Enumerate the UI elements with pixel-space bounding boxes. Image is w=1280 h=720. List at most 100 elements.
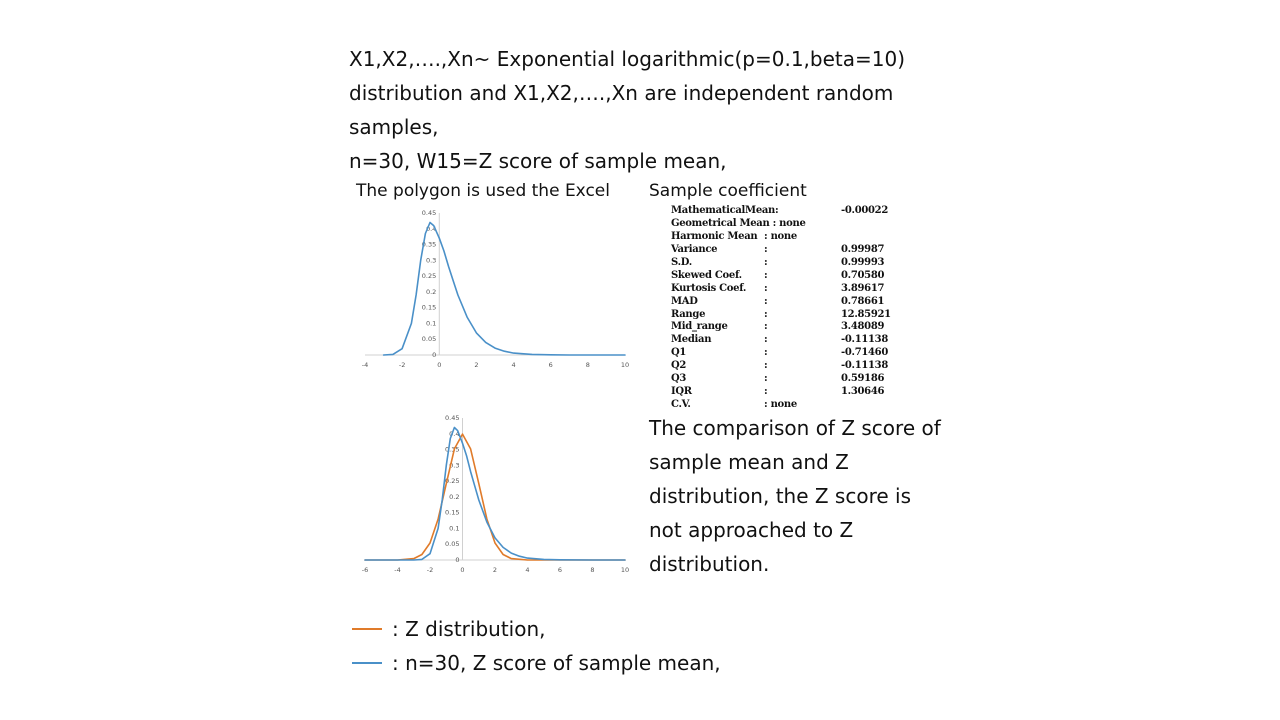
y-tick-label: 0.2 <box>449 493 459 501</box>
y-tick-label: 0.1 <box>426 319 436 327</box>
stat-value: 0.70580 <box>841 269 885 281</box>
stat-separator: : <box>764 360 768 372</box>
stat-separator: : <box>764 256 768 268</box>
stat-value: -0.71460 <box>841 347 888 359</box>
stat-separator: : <box>764 282 768 294</box>
y-tick-label: 0.05 <box>422 335 436 343</box>
x-tick-label: 4 <box>512 361 516 369</box>
x-tick-label: 8 <box>586 361 590 369</box>
stat-value: -0.11138 <box>841 334 888 346</box>
y-tick-label: 0.45 <box>445 414 459 422</box>
x-tick-label: -4 <box>394 566 400 574</box>
stat-value: 0.78661 <box>841 295 885 307</box>
chart-comparison: -6 -4 -2 0 2 4 6 8 10 0 0.05 0.1 0.15 0.2 0.25 0.3 0.35 0… <box>362 414 629 574</box>
stat-value: -0.00022 <box>841 205 888 216</box>
x-tick-label: -4 <box>362 361 368 369</box>
legend-label: : n=30, Z score of sample mean, <box>392 651 721 675</box>
y-tick-label: 0.25 <box>445 477 459 485</box>
x-tick-label: 10 <box>621 566 629 574</box>
y-tick-label: 0.3 <box>426 256 436 264</box>
x-tick-label: 2 <box>493 566 497 574</box>
stat-separator: : <box>764 243 768 255</box>
stat-value: 12.85921 <box>841 308 891 320</box>
comparison-line: sample mean and Z <box>649 450 849 474</box>
chart1-caption: The polygon is used the Excel <box>356 181 610 201</box>
stat-label: Harmonic Mean <box>671 230 758 242</box>
legend-line-orange <box>352 628 382 630</box>
stat-separator: : <box>764 347 768 359</box>
y-tick-label: 0.2 <box>426 288 436 296</box>
x-tick-label: 8 <box>590 566 594 574</box>
legend-item-z-score: : n=30, Z score of sample mean, <box>352 646 721 680</box>
x-tick-label: 4 <box>525 566 529 574</box>
comparison-text: The comparison of Z score of sample mean… <box>649 411 941 581</box>
stat-separator: : <box>764 269 768 281</box>
x-tick-label: -6 <box>362 566 368 574</box>
stat-separator: : <box>764 295 768 307</box>
comparison-line: The comparison of Z score of <box>649 416 941 440</box>
intro-line: distribution and X1,X2,….,Xn are indepen… <box>349 81 894 105</box>
comparison-line: not approached to Z <box>649 518 854 542</box>
y-tick-label: 0.4 <box>426 225 436 233</box>
intro-line: X1,X2,….,Xn~ Exponential logarithmic(p=0… <box>349 47 906 71</box>
stats-title: Sample coefficient <box>649 181 807 201</box>
y-tick-label: 0.35 <box>422 241 436 249</box>
stat-separator: : none <box>764 230 797 242</box>
stat-separator: : none <box>764 399 797 411</box>
stat-label: Geometrical Mean : none <box>671 217 806 229</box>
y-tick-label: 0.35 <box>445 446 459 454</box>
y-tick-label: 0.4 <box>449 430 459 438</box>
stat-label: Skewed Coef. <box>671 269 742 281</box>
stat-label: MAD <box>671 295 698 307</box>
x-tick-label: 10 <box>621 361 629 369</box>
stat-label: S.D. <box>671 256 692 268</box>
stat-separator: : <box>764 386 768 398</box>
stat-value: 1.30646 <box>841 386 885 398</box>
intro-line: n=30, W15=Z score of sample mean, <box>349 149 727 173</box>
series-line-0 <box>364 433 626 561</box>
y-tick-label: 0.1 <box>449 524 459 532</box>
stat-value: 0.99993 <box>841 256 885 268</box>
stat-separator: : <box>764 334 768 346</box>
stat-value: 3.89617 <box>841 282 885 294</box>
intro-line: samples, <box>349 115 439 139</box>
y-tick-label: 0 <box>432 351 436 359</box>
stat-label: Kurtosis Coef. <box>671 282 747 294</box>
legend-line-blue <box>352 662 382 664</box>
x-tick-label: -2 <box>427 566 433 574</box>
legend-item-z-distribution: : Z distribution, <box>352 612 721 646</box>
series-line-0 <box>382 221 626 356</box>
stat-separator: : <box>764 321 768 333</box>
stat-value: 0.99987 <box>841 243 885 255</box>
legend-label: : Z distribution, <box>392 617 546 641</box>
legend: : Z distribution, : n=30, Z score of sam… <box>352 612 721 680</box>
y-tick-label: 0.05 <box>445 540 459 548</box>
stat-label: Variance <box>671 243 718 255</box>
stat-label: IQR <box>671 386 692 398</box>
x-tick-label: -2 <box>399 361 405 369</box>
stat-value: -0.11138 <box>841 360 888 372</box>
stat-value: 3.48089 <box>841 321 885 333</box>
y-tick-label: 0.25 <box>422 272 436 280</box>
intro-text: X1,X2,….,Xn~ Exponential logarithmic(p=0… <box>349 42 909 178</box>
stat-separator: : <box>764 308 768 320</box>
stat-label: Range <box>671 308 706 320</box>
stat-label: Q3 <box>671 373 687 385</box>
y-tick-label: 0 <box>455 556 459 564</box>
y-tick-label: 0.15 <box>445 509 459 517</box>
x-tick-label: 6 <box>549 361 553 369</box>
stat-label: C.V. <box>671 399 691 411</box>
y-tick-label: 0.3 <box>449 461 459 469</box>
stat-label: Q1 <box>671 347 687 359</box>
series-line-1 <box>364 426 626 561</box>
stat-label: Mid_range <box>671 321 728 333</box>
comparison-line: distribution. <box>649 552 770 576</box>
stat-label: Median <box>671 334 712 346</box>
y-tick-label: 0.45 <box>422 209 436 217</box>
stat-label: MathematicalMean: <box>671 205 779 216</box>
x-tick-label: 6 <box>558 566 562 574</box>
stat-label: Q2 <box>671 360 687 372</box>
stat-value: 0.59186 <box>841 373 885 385</box>
x-tick-label: 2 <box>474 361 478 369</box>
x-tick-label: 0 <box>437 361 441 369</box>
